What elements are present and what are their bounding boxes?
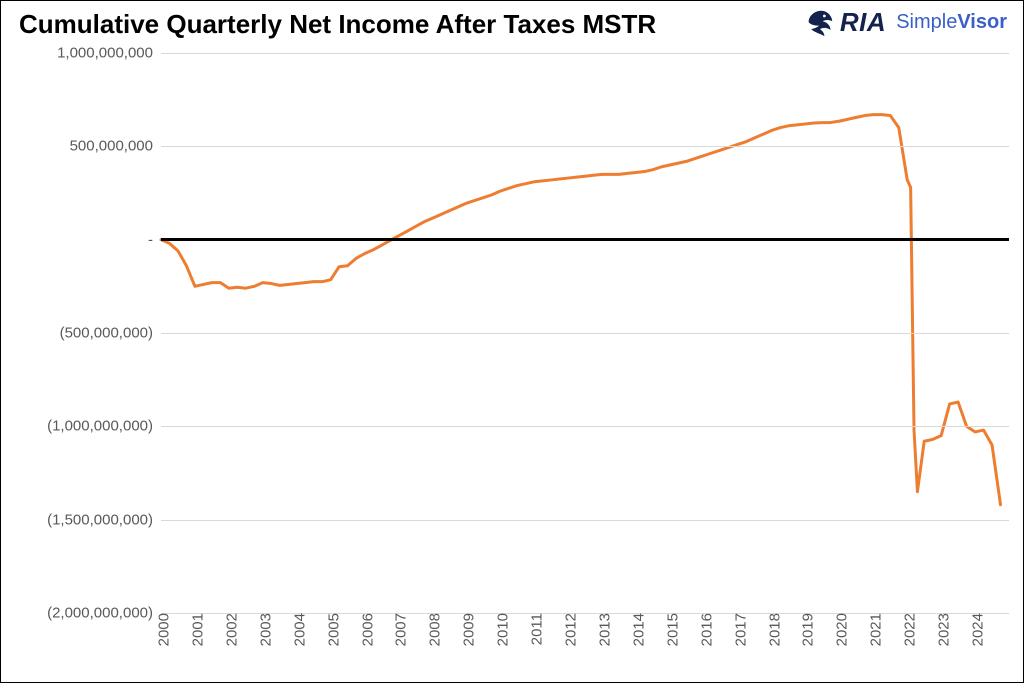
zero-line bbox=[161, 238, 1009, 241]
gridline bbox=[161, 333, 1009, 334]
ria-logo: RIA bbox=[806, 7, 886, 38]
x-tick-label: 2013 bbox=[590, 613, 613, 646]
x-tick-label: 2024 bbox=[964, 613, 987, 646]
branding-block: RIA SimpleVisor bbox=[806, 7, 1007, 38]
x-tick-label: 2000 bbox=[150, 613, 173, 646]
chart-container: Cumulative Quarterly Net Income After Ta… bbox=[0, 0, 1024, 683]
simplevisor-prefix: Simple bbox=[896, 11, 957, 33]
chart-title: Cumulative Quarterly Net Income After Ta… bbox=[19, 9, 656, 40]
x-tick-label: 2023 bbox=[930, 613, 953, 646]
x-tick-label: 2004 bbox=[285, 613, 308, 646]
x-tick-label: 2005 bbox=[319, 613, 342, 646]
simplevisor-text: SimpleVisor bbox=[896, 11, 1007, 34]
x-tick-label: 2008 bbox=[421, 613, 444, 646]
gridline bbox=[161, 520, 1009, 521]
x-tick-label: 2001 bbox=[183, 613, 206, 646]
gridline bbox=[161, 146, 1009, 147]
x-tick-label: 2007 bbox=[387, 613, 410, 646]
x-tick-label: 2010 bbox=[489, 613, 512, 646]
x-tick-label: 2012 bbox=[557, 613, 580, 646]
gridline bbox=[161, 426, 1009, 427]
gridline bbox=[161, 53, 1009, 54]
y-tick-label: (500,000,000) bbox=[60, 325, 161, 342]
x-tick-label: 2002 bbox=[217, 613, 240, 646]
series-line bbox=[161, 115, 1001, 505]
x-tick-label: 2016 bbox=[692, 613, 715, 646]
y-tick-label: (1,000,000,000) bbox=[47, 418, 161, 435]
x-tick-label: 2022 bbox=[896, 613, 919, 646]
x-tick-label: 2018 bbox=[760, 613, 783, 646]
y-tick-label: - bbox=[148, 231, 161, 248]
y-tick-label: 500,000,000 bbox=[70, 138, 161, 155]
simplevisor-suffix: Visor bbox=[957, 11, 1007, 33]
x-tick-label: 2021 bbox=[862, 613, 885, 646]
x-tick-label: 2017 bbox=[726, 613, 749, 646]
y-tick-label: (2,000,000,000) bbox=[47, 605, 161, 622]
x-tick-label: 2014 bbox=[624, 613, 647, 646]
x-tick-label: 2009 bbox=[455, 613, 478, 646]
x-tick-label: 2019 bbox=[794, 613, 817, 646]
x-tick-label: 2011 bbox=[523, 613, 546, 645]
y-tick-label: 1,000,000,000 bbox=[57, 45, 161, 62]
plot-area: 1,000,000,000500,000,000-(500,000,000)(1… bbox=[161, 53, 1009, 613]
x-tick-label: 2003 bbox=[251, 613, 274, 646]
ria-eagle-icon bbox=[806, 9, 834, 37]
y-tick-label: (1,500,000,000) bbox=[47, 511, 161, 528]
x-tick-label: 2020 bbox=[828, 613, 851, 646]
x-tick-label: 2006 bbox=[353, 613, 376, 646]
ria-text: RIA bbox=[840, 7, 886, 38]
x-tick-label: 2015 bbox=[658, 613, 681, 646]
